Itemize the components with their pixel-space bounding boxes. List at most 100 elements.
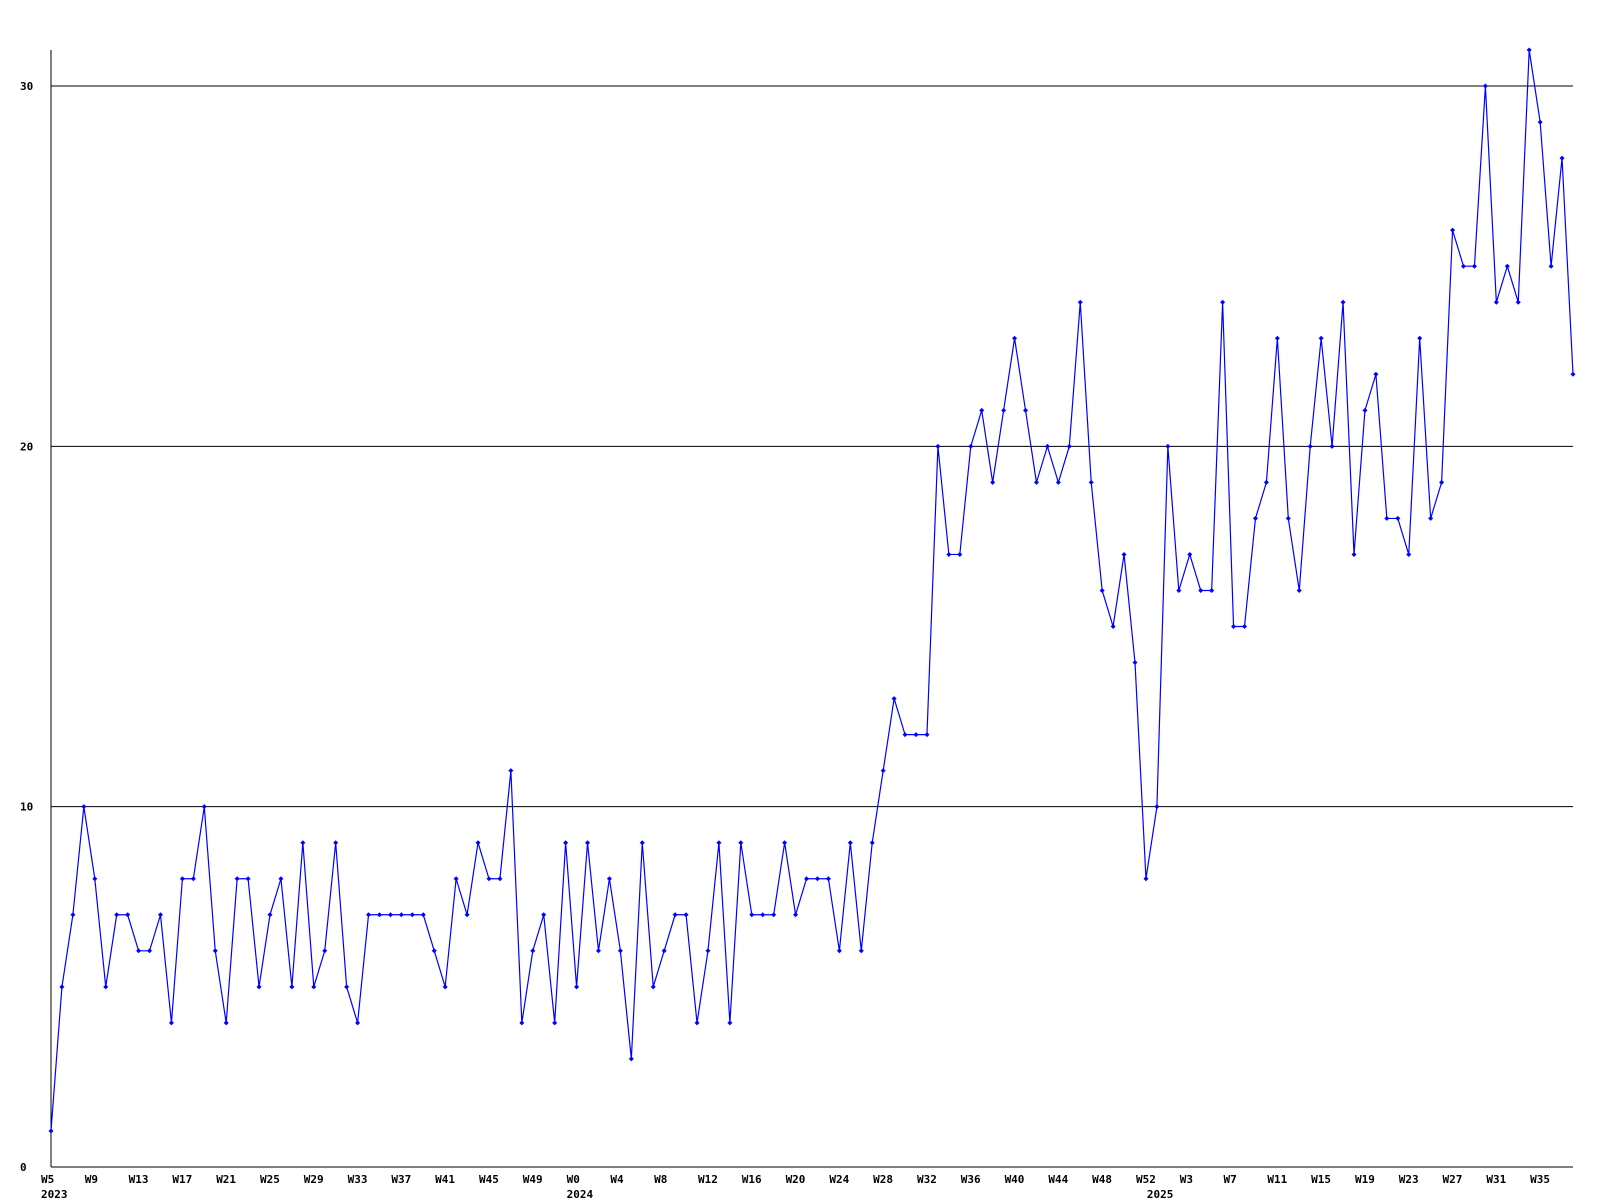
point-marker bbox=[946, 551, 952, 557]
point-marker bbox=[1263, 479, 1269, 485]
point-marker bbox=[1439, 479, 1445, 485]
point-marker bbox=[650, 984, 656, 990]
point-marker bbox=[1220, 299, 1226, 305]
point-marker bbox=[289, 984, 295, 990]
point-marker bbox=[1482, 83, 1488, 89]
point-marker bbox=[683, 912, 689, 918]
point-marker bbox=[1176, 587, 1182, 593]
point-marker bbox=[278, 876, 284, 882]
point-marker bbox=[1012, 335, 1018, 341]
x-tick-label: W37 bbox=[391, 1173, 411, 1186]
point-marker bbox=[1285, 515, 1291, 521]
x-tick-label: W31 bbox=[1486, 1173, 1506, 1186]
point-marker bbox=[979, 407, 985, 413]
point-marker bbox=[190, 876, 196, 882]
point-marker bbox=[256, 984, 262, 990]
point-marker bbox=[924, 732, 930, 738]
point-marker bbox=[1231, 624, 1237, 630]
point-marker bbox=[694, 1020, 700, 1026]
x-year-label: 2025 bbox=[1147, 1188, 1174, 1200]
point-marker bbox=[464, 912, 470, 918]
point-marker bbox=[333, 840, 339, 846]
point-marker bbox=[103, 984, 109, 990]
point-marker bbox=[1088, 479, 1094, 485]
x-tick-label: W44 bbox=[1048, 1173, 1068, 1186]
point-marker bbox=[355, 1020, 361, 1026]
x-tick-label: W27 bbox=[1443, 1173, 1463, 1186]
point-marker bbox=[92, 876, 98, 882]
point-marker bbox=[595, 948, 601, 954]
point-marker bbox=[913, 732, 919, 738]
point-marker bbox=[771, 912, 777, 918]
x-tick-label: W48 bbox=[1092, 1173, 1112, 1186]
y-tick-label: 0 bbox=[20, 1161, 27, 1174]
point-marker bbox=[1099, 587, 1105, 593]
point-marker bbox=[366, 912, 372, 918]
point-marker bbox=[59, 984, 65, 990]
point-marker bbox=[1001, 407, 1007, 413]
x-year-label: 2024 bbox=[567, 1188, 594, 1200]
point-marker bbox=[376, 912, 382, 918]
point-marker bbox=[1165, 443, 1171, 449]
point-marker bbox=[672, 912, 678, 918]
point-marker bbox=[716, 840, 722, 846]
point-marker bbox=[48, 1128, 54, 1134]
point-marker bbox=[409, 912, 415, 918]
point-marker bbox=[1406, 551, 1412, 557]
point-marker bbox=[585, 840, 591, 846]
point-marker bbox=[1121, 551, 1127, 557]
point-marker bbox=[891, 696, 897, 702]
point-marker bbox=[1307, 443, 1313, 449]
point-marker bbox=[125, 912, 131, 918]
point-marker bbox=[814, 876, 820, 882]
point-marker bbox=[267, 912, 273, 918]
point-marker bbox=[1526, 47, 1532, 53]
point-marker bbox=[749, 912, 755, 918]
x-tick-label: W36 bbox=[961, 1173, 981, 1186]
point-marker bbox=[1570, 371, 1576, 377]
point-marker bbox=[793, 912, 799, 918]
point-marker bbox=[541, 912, 547, 918]
point-marker bbox=[398, 912, 404, 918]
x-tick-label: W4 bbox=[610, 1173, 624, 1186]
point-marker bbox=[1362, 407, 1368, 413]
point-marker bbox=[858, 948, 864, 954]
point-marker bbox=[968, 443, 974, 449]
x-tick-label: W20 bbox=[786, 1173, 806, 1186]
point-marker bbox=[1548, 263, 1554, 269]
point-marker bbox=[168, 1020, 174, 1026]
x-tick-label: W19 bbox=[1355, 1173, 1375, 1186]
x-tick-label: W29 bbox=[304, 1173, 324, 1186]
point-marker bbox=[606, 876, 612, 882]
x-tick-label: W11 bbox=[1267, 1173, 1287, 1186]
point-marker bbox=[639, 840, 645, 846]
point-marker bbox=[223, 1020, 229, 1026]
x-tick-label: W5 bbox=[41, 1173, 54, 1186]
point-marker bbox=[825, 876, 831, 882]
point-marker bbox=[1143, 876, 1149, 882]
x-tick-label: W21 bbox=[216, 1173, 236, 1186]
point-marker bbox=[617, 948, 623, 954]
point-marker bbox=[1110, 624, 1116, 630]
point-marker bbox=[1329, 443, 1335, 449]
y-tick-label: 20 bbox=[20, 440, 33, 453]
point-marker bbox=[1154, 804, 1160, 810]
point-marker bbox=[1537, 119, 1543, 125]
point-marker bbox=[344, 984, 350, 990]
x-tick-label: W24 bbox=[829, 1173, 849, 1186]
point-marker bbox=[300, 840, 306, 846]
point-marker bbox=[420, 912, 426, 918]
x-year-label: 2023 bbox=[41, 1188, 68, 1200]
point-marker bbox=[1395, 515, 1401, 521]
point-marker bbox=[1132, 660, 1138, 666]
point-marker bbox=[957, 551, 963, 557]
point-marker bbox=[212, 948, 218, 954]
point-marker bbox=[628, 1056, 634, 1062]
point-marker bbox=[453, 876, 459, 882]
point-marker bbox=[869, 840, 875, 846]
point-marker bbox=[179, 876, 185, 882]
x-tick-label: W15 bbox=[1311, 1173, 1331, 1186]
x-tick-label: W13 bbox=[129, 1173, 149, 1186]
y-tick-label: 30 bbox=[20, 80, 33, 93]
